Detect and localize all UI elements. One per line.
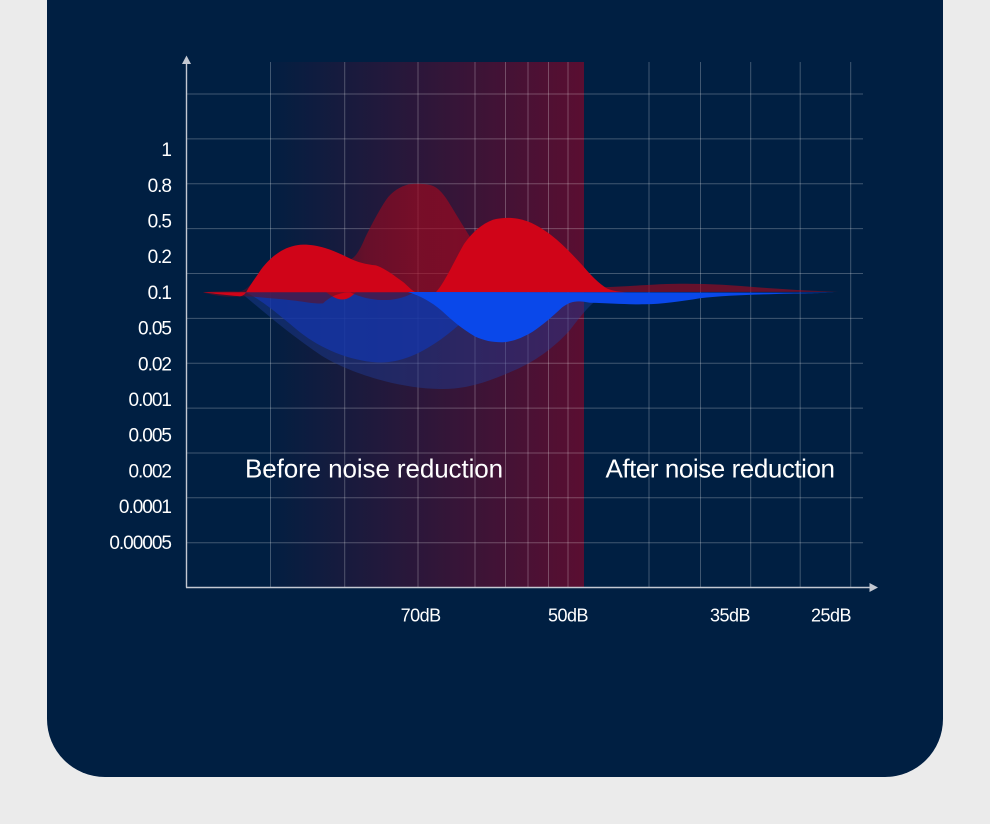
svg-text:0.0001: 0.0001: [119, 497, 172, 518]
svg-text:0.005: 0.005: [128, 426, 171, 447]
svg-text:0.02: 0.02: [138, 354, 171, 375]
svg-text:0.5: 0.5: [148, 212, 172, 233]
svg-text:0.8: 0.8: [148, 176, 172, 197]
svg-text:35dB: 35dB: [710, 606, 751, 626]
svg-text:70dB: 70dB: [401, 606, 442, 626]
svg-text:0.00005: 0.00005: [109, 533, 171, 554]
svg-text:1: 1: [161, 140, 171, 161]
svg-text:After noise reduction: After noise reduction: [605, 454, 834, 484]
svg-text:25dB: 25dB: [811, 606, 852, 626]
svg-text:0.001: 0.001: [128, 390, 171, 411]
svg-text:50dB: 50dB: [548, 606, 589, 626]
svg-text:0.2: 0.2: [148, 247, 172, 268]
svg-text:0.05: 0.05: [138, 319, 171, 340]
svg-text:0.1: 0.1: [148, 283, 172, 304]
svg-text:Before noise reduction: Before noise reduction: [245, 454, 503, 484]
svg-text:0.002: 0.002: [128, 461, 171, 482]
